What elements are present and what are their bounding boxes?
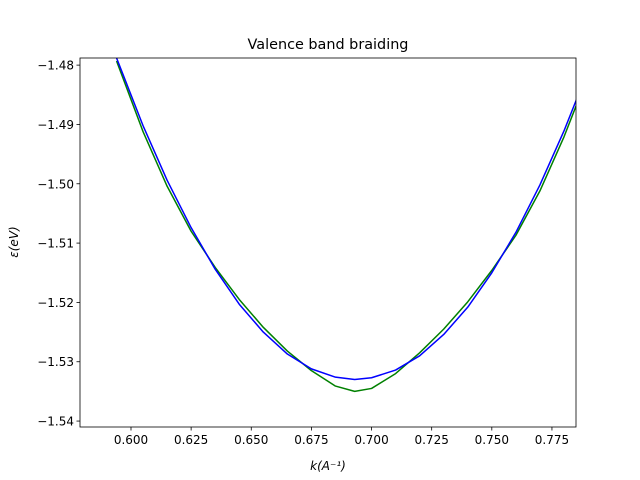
x-tick-label: 0.750 xyxy=(475,433,509,447)
plot-area xyxy=(115,58,576,393)
chart-title: Valence band braiding xyxy=(248,37,409,53)
x-axis-label: k(A⁻¹) xyxy=(310,459,346,473)
x-tick-label: 0.600 xyxy=(114,433,148,447)
x-tick-label: 0.775 xyxy=(535,433,569,447)
y-tick-label: −1.49 xyxy=(37,118,74,132)
y-tick-label: −1.48 xyxy=(37,59,74,73)
x-tick-label: 0.675 xyxy=(294,433,328,447)
axes-frame xyxy=(79,57,577,428)
y-tick-label: −1.54 xyxy=(37,415,74,429)
x-tick-label: 0.650 xyxy=(234,433,268,447)
y-tick-label: −1.53 xyxy=(37,355,74,369)
y-tick-label: −1.52 xyxy=(37,296,74,310)
x-tick-label: 0.625 xyxy=(174,433,208,447)
y-axis-label: ε(eV) xyxy=(7,226,21,257)
y-tick-label: −1.51 xyxy=(37,237,74,251)
x-tick-label: 0.700 xyxy=(354,433,388,447)
series-line xyxy=(115,58,576,381)
y-tick-label: −1.50 xyxy=(37,177,74,191)
x-tick-label: 0.725 xyxy=(414,433,448,447)
